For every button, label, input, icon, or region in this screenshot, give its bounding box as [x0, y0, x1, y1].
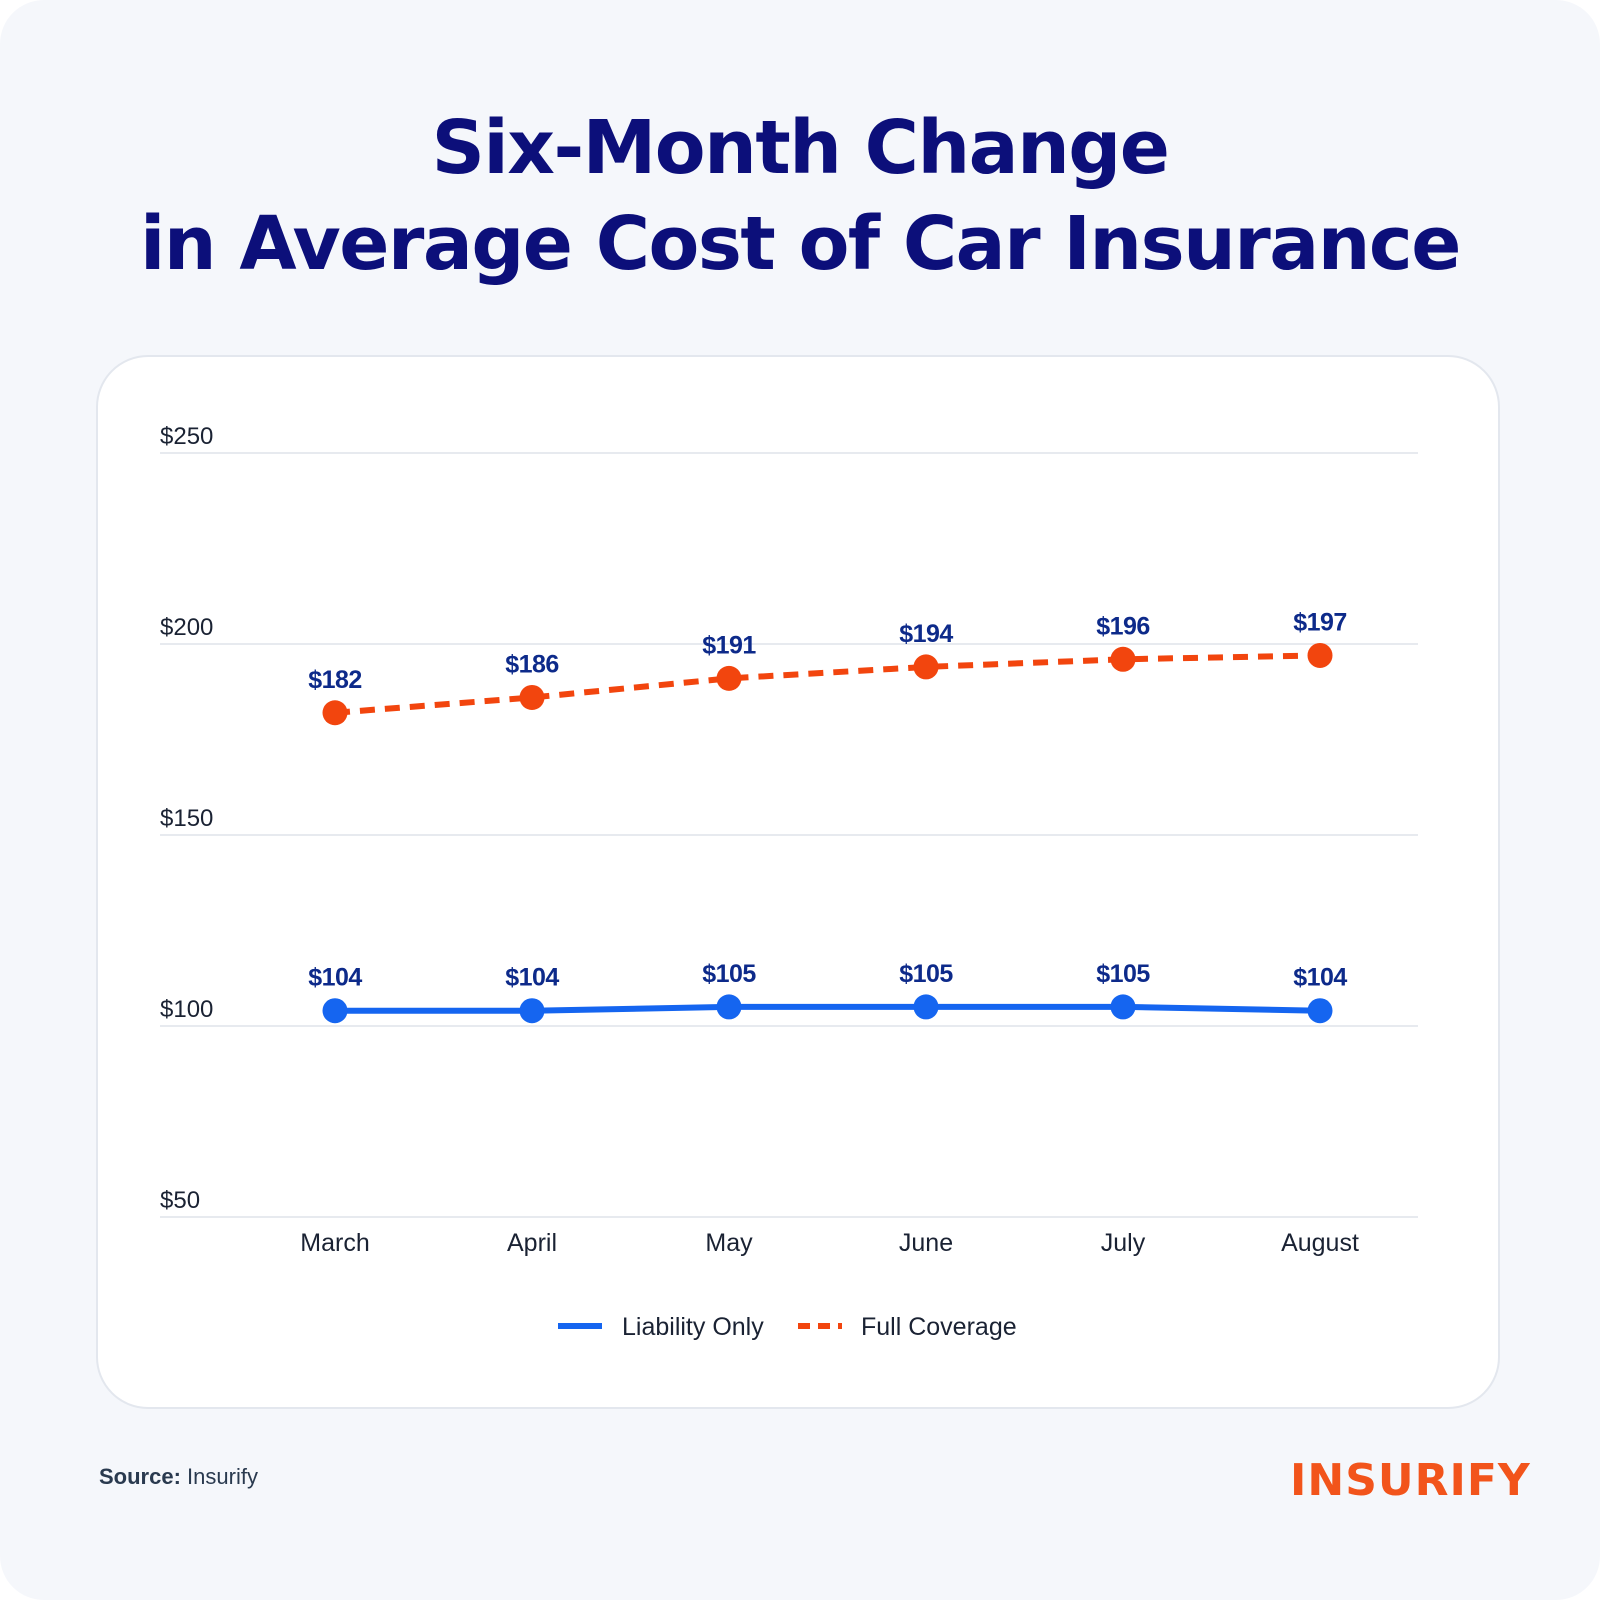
- data-point: [913, 994, 939, 1020]
- data-label: $182: [308, 666, 362, 694]
- y-tick-label: $50: [160, 1187, 200, 1214]
- data-point: [1110, 994, 1136, 1020]
- data-point: [913, 654, 939, 680]
- source-note: Source: Insurify: [99, 1464, 258, 1490]
- source-value: Insurify: [187, 1464, 258, 1489]
- data-label: $104: [1293, 964, 1347, 992]
- logo-text: INSURIFY: [1290, 1455, 1531, 1506]
- x-tick-label: April: [507, 1229, 557, 1257]
- data-label: $196: [1096, 612, 1150, 640]
- x-tick-label: August: [1281, 1229, 1359, 1257]
- x-tick-label: May: [705, 1229, 753, 1257]
- data-point: [1307, 642, 1333, 668]
- legend-label: Full Coverage: [861, 1313, 1017, 1341]
- series-line-liability-only: [335, 1003, 1321, 1014]
- y-tick-label: $250: [160, 423, 213, 450]
- x-axis-ticks: March April May June July August: [300, 1229, 1359, 1257]
- data-label: $191: [702, 631, 756, 659]
- data-point: [519, 998, 545, 1024]
- legend-label: Liability Only: [622, 1313, 764, 1341]
- data-point: [716, 994, 742, 1020]
- title-line-2: in Average Cost of Car Insurance: [140, 201, 1461, 287]
- data-label-layer: $104 $104 $105 $105 $105 $104 $182 $186 $191 $194…: [308, 608, 1348, 992]
- insurify-logo: INSURIFY: [1290, 1452, 1531, 1510]
- data-point: [1307, 998, 1333, 1024]
- data-point: [322, 998, 348, 1024]
- data-label: $105: [899, 960, 953, 988]
- y-tick-label: $200: [160, 614, 213, 641]
- data-label: $194: [899, 620, 953, 648]
- data-label: $105: [1096, 960, 1150, 988]
- title-line-1: Six-Month Change: [431, 105, 1170, 191]
- y-tick-label: $150: [160, 805, 213, 832]
- grid-layer: [160, 452, 1418, 1218]
- series-line-full-coverage: [334, 652, 1321, 716]
- data-point: [1110, 646, 1136, 672]
- data-point: [322, 700, 348, 726]
- data-label: $104: [308, 964, 362, 992]
- chart-card: [96, 355, 1500, 1409]
- data-point: [519, 684, 545, 710]
- data-label: $105: [702, 960, 756, 988]
- source-label: Source:: [99, 1464, 181, 1489]
- series-layer: [322, 642, 1333, 1024]
- y-tick-label: $100: [160, 996, 213, 1023]
- y-axis-ticks: $50 $100 $150 $200 $250: [160, 423, 213, 1214]
- data-label: $104: [505, 964, 559, 992]
- data-label: $197: [1293, 608, 1347, 636]
- page-title: Six-Month Change in Average Cost of Car …: [0, 100, 1600, 292]
- legend: Liability Only Full Coverage: [558, 1313, 1017, 1341]
- data-point: [716, 665, 742, 691]
- x-tick-label: July: [1101, 1229, 1146, 1257]
- x-tick-label: June: [899, 1229, 953, 1257]
- x-tick-label: March: [300, 1229, 369, 1257]
- data-label: $186: [505, 650, 559, 678]
